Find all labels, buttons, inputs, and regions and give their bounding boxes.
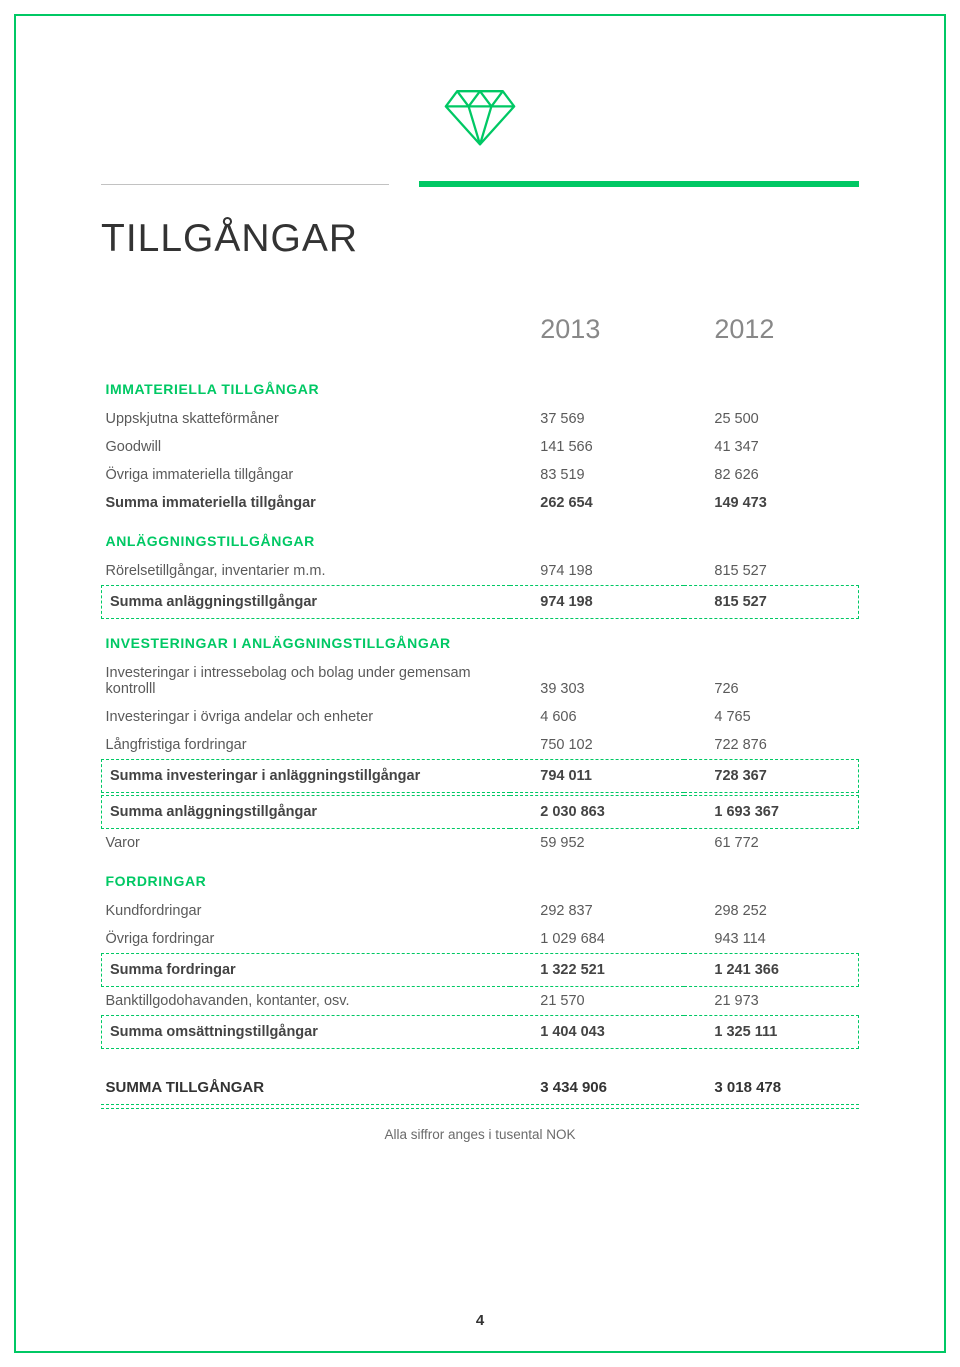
- table-row: Investeringar i intressebolag och bolag …: [102, 659, 859, 703]
- table-row: Övriga immateriella tillgångar 83 519 82…: [102, 461, 859, 489]
- section-heading-immateriella: IMMATERIELLA TILLGÅNGAR: [102, 365, 859, 405]
- page-number: 4: [16, 1312, 944, 1329]
- sum-row-dashed: Summa anläggningstillgångar 2 030 863 1 …: [102, 796, 859, 829]
- page-title: TILLGÅNGAR: [101, 217, 859, 261]
- header-divider: [101, 181, 859, 187]
- year-header-row: 2013 2012: [102, 309, 859, 365]
- table-row: Övriga fordringar 1 029 684 943 114: [102, 925, 859, 954]
- section-heading-anlaggning: ANLÄGGNINGSTILLGÅNGAR: [102, 517, 859, 557]
- year-col-2: 2012: [684, 309, 858, 365]
- double-dash-rule: [101, 1108, 859, 1109]
- sum-row-dashed: Summa investeringar i anläggningstillgån…: [102, 760, 859, 793]
- table-row: Investeringar i övriga andelar och enhet…: [102, 703, 859, 731]
- header-icon-wrap: [101, 76, 859, 157]
- sum-row: Summa immateriella tillgångar 262 654 14…: [102, 489, 859, 517]
- table-row: Banktillgodohavanden, kontanter, osv. 21…: [102, 987, 859, 1016]
- sum-row-dashed: Summa omsättningstillgångar 1 404 043 1 …: [102, 1016, 859, 1049]
- table-row: Kundfordringar 292 837 298 252: [102, 897, 859, 925]
- table-row: Rörelsetillgångar, inventarier m.m. 974 …: [102, 557, 859, 586]
- financial-table: 2013 2012 IMMATERIELLA TILLGÅNGAR Uppskj…: [101, 309, 859, 1104]
- section-heading-fordringar: FORDRINGAR: [102, 857, 859, 897]
- table-row: Uppskjutna skatteförmåner 37 569 25 500: [102, 405, 859, 433]
- sum-row-dashed: Summa anläggningstillgångar 974 198 815 …: [102, 586, 859, 619]
- section-heading-investeringar: INVESTERINGAR I ANLÄGGNINGSTILLGÅNGAR: [102, 619, 859, 660]
- table-row: Varor 59 952 61 772: [102, 829, 859, 858]
- year-col-1: 2013: [510, 309, 684, 365]
- diamond-icon: [442, 76, 518, 157]
- grand-total-row: SUMMA TILLGÅNGAR 3 434 906 3 018 478: [102, 1067, 859, 1104]
- divider-thin: [101, 184, 389, 185]
- divider-thick: [419, 181, 859, 187]
- double-dash-rule: [101, 1104, 859, 1105]
- page-frame: TILLGÅNGAR 2013 2012 IMMATERIELLA TILLGÅ…: [14, 14, 946, 1353]
- table-row: Långfristiga fordringar 750 102 722 876: [102, 731, 859, 760]
- footnote: Alla siffror anges i tusental NOK: [101, 1127, 859, 1142]
- sum-row-dashed: Summa fordringar 1 322 521 1 241 366: [102, 954, 859, 987]
- table-row: Goodwill 141 566 41 347: [102, 433, 859, 461]
